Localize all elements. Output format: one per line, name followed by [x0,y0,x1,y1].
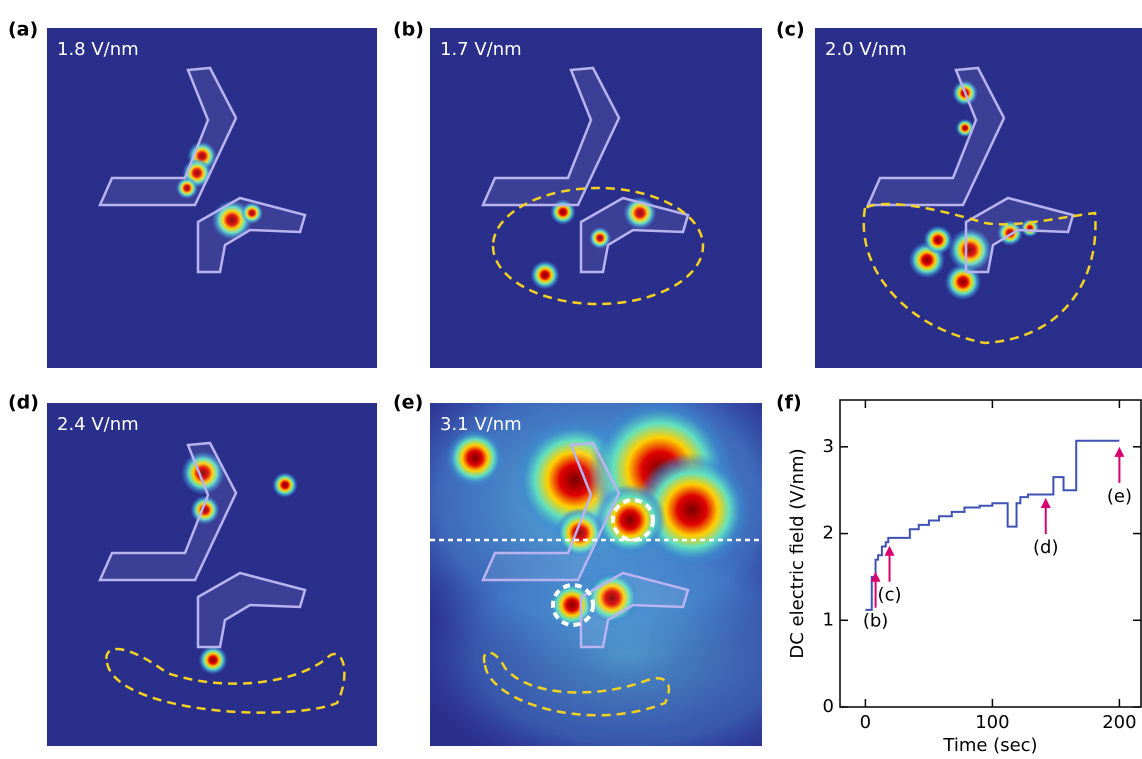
hot-spot [531,261,560,290]
image-panel: 1.7 V/nm [430,28,762,368]
y-axis-label: DC electric field (V/nm) [787,448,808,658]
field-label: 3.1 V/nm [440,414,522,435]
y-tick-label: 0 [823,696,834,717]
field-label: 2.4 V/nm [57,414,139,435]
annotation-label: (d) [1033,537,1058,558]
image-panel: 2.0 V/nm [815,28,1142,368]
y-tick-label: 3 [823,436,834,457]
image-panel: 2.4 V/nm [47,403,377,746]
figure: 1.8 V/nm (a) 1.7 V/nm (b) 2.0 V/nm (c) 2.4 V/n… [0,0,1142,759]
panel-content [430,28,762,368]
panel-label: (e) [393,392,423,414]
line-series [865,441,1119,610]
arrow-head [1041,498,1051,508]
plot-frame [840,400,1141,707]
hot-spot [446,429,504,487]
panel-label: (f) [776,392,802,414]
hot-spot [924,226,953,255]
panel-content [815,28,1142,368]
annotation-label: (c) [878,585,902,606]
x-tick-label: 100 [975,712,1009,733]
field-label: 2.0 V/nm [825,39,907,60]
image-panel: 1.8 V/nm [47,28,377,368]
field-label: 1.7 V/nm [440,39,522,60]
y-tick-label: 1 [823,609,834,630]
arrow-head [1114,447,1124,457]
panel-label: (c) [776,19,805,41]
panel-label: (d) [8,392,39,414]
hot-spot [199,646,228,675]
x-tick-label: 0 [860,712,871,733]
x-axis-label: Time (sec) [942,735,1037,756]
annotation-label: (b) [863,611,888,632]
field-label: 1.8 V/nm [57,39,139,60]
x-tick-label: 200 [1102,712,1136,733]
hot-spot [272,472,297,497]
panel-label: (a) [8,19,38,41]
panel-label: (b) [393,19,424,41]
panel-content [47,403,377,746]
panel-content [47,28,377,368]
annotation-label: (e) [1107,486,1132,507]
y-tick-label: 2 [823,523,834,544]
